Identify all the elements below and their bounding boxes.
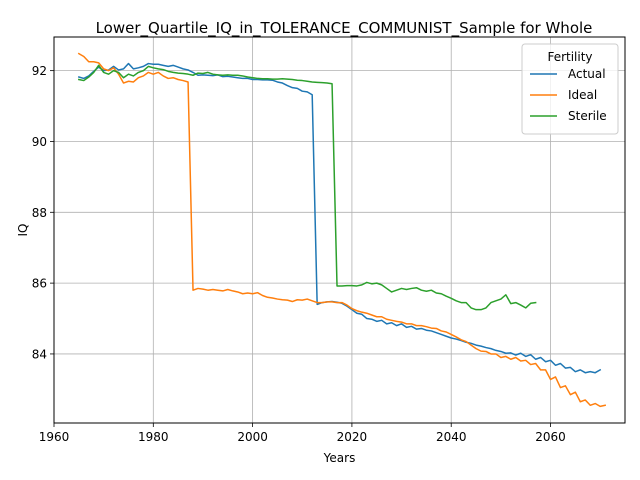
x-tick-label: 1960 — [39, 430, 70, 444]
y-tick-label: 84 — [32, 347, 47, 361]
y-tick-label: 88 — [32, 206, 47, 220]
legend-box — [521, 43, 619, 135]
axis-ticks: 1960 1980 2000 2020 2040 2060 84 86 88 90 92 — [32, 64, 566, 444]
legend-items: Actual Ideal Sterile — [530, 67, 607, 123]
chart-title: Lower_Quartile_IQ_in_TOLERANCE_COMMUNIST… — [96, 19, 593, 38]
plot-frame — [53, 36, 626, 424]
x-tick-label: 2020 — [337, 430, 368, 444]
y-tick-label: 86 — [32, 277, 47, 291]
x-tick-label: 2060 — [535, 430, 566, 444]
y-tick-label: 92 — [32, 64, 47, 78]
series-line-ideal — [77, 52, 607, 408]
x-axis-label: Years — [323, 451, 356, 465]
x-tick-label: 2000 — [237, 430, 268, 444]
legend-title: Fertility — [547, 50, 592, 64]
y-axis-label: IQ — [16, 224, 30, 237]
legend-label-actual: Actual — [568, 67, 606, 81]
legend-label-sterile: Sterile — [568, 109, 607, 123]
legend: Fertility Actual Ideal Sterile — [521, 43, 619, 135]
x-tick-label: 2040 — [436, 430, 467, 444]
legend-label-ideal: Ideal — [568, 88, 597, 102]
x-tick-label: 1980 — [138, 430, 169, 444]
series-line-sterile — [77, 64, 537, 311]
series-layer — [77, 52, 607, 408]
y-tick-label: 90 — [32, 135, 47, 149]
